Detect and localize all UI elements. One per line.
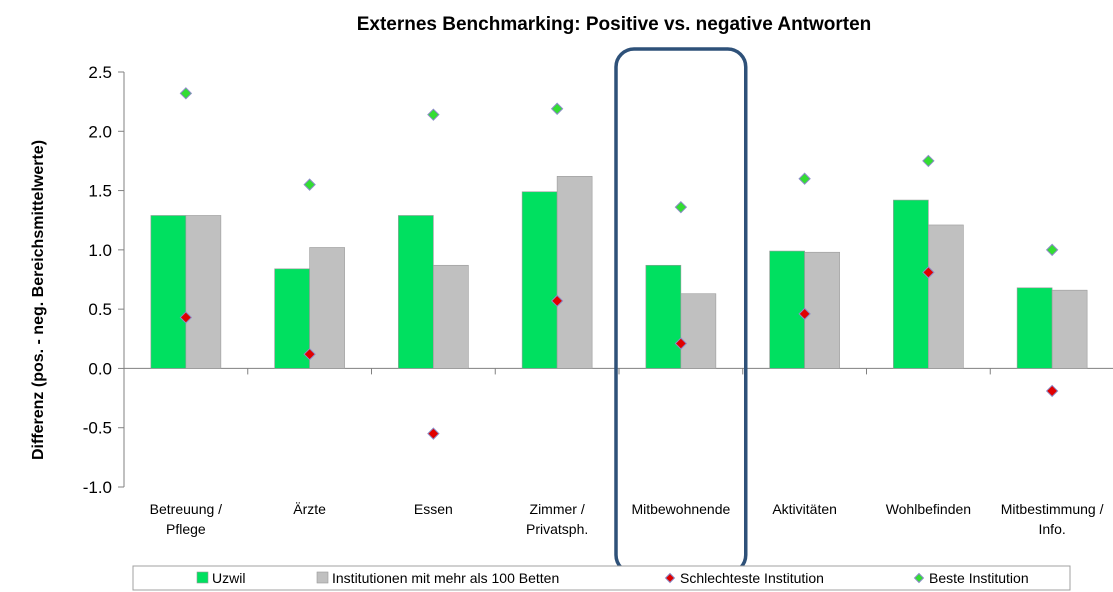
y-tick-label: 2.5 [88,63,112,82]
marker-point [427,108,440,121]
y-tick-label: 0.5 [88,300,112,319]
bar [893,199,929,369]
category-label: Betreuung / [150,501,222,517]
bar [769,250,805,369]
marker-point [179,87,193,100]
bar [1016,287,1053,369]
legend-swatch [664,572,676,584]
bar [928,224,964,369]
y-tick-label: 0.0 [88,359,112,378]
legend-label: Uzwil [212,570,245,586]
legend-swatch [196,571,209,584]
y-tick-label: 2.0 [88,122,112,141]
y-axis-label: Differenz (pos. - neg. Bereichsmittelwer… [30,140,47,460]
marker-point [179,311,193,324]
marker-point [1045,384,1059,398]
bar [398,215,434,369]
bar [645,264,682,369]
chart-title: Externes Benchmarking: Positive vs. nega… [357,14,872,35]
marker-point [674,337,688,350]
legend: Uzwil Institutionen mit mehr als 100 Bett… [132,565,1071,591]
marker-point [798,307,811,321]
y-tick-label: 1.0 [88,241,112,260]
category-label: Mitbewohnende [631,501,730,517]
category-label: Wohlbefinden [886,501,971,517]
bar [521,191,558,369]
marker-point [303,178,316,191]
legend-label: Schlechteste Institution [680,570,824,586]
category-label: Zimmer / [530,501,585,517]
marker-point [674,200,688,214]
y-tick-label: -1.0 [83,478,112,497]
bar [433,264,469,369]
bar [804,251,840,369]
category-label: Privatsph. [526,521,588,537]
marker-point [798,172,811,185]
marker-point [922,154,935,168]
bar [680,293,717,369]
legend-label: Beste Institution [929,570,1029,586]
bar [556,176,593,369]
legend-label: Institutionen mit mehr als 100 Betten [332,570,559,586]
legend-swatch [913,572,925,584]
category-label: Mitbestimmung / [1001,501,1104,517]
legend-swatch [316,571,329,584]
marker-point [427,427,440,440]
marker-point [550,294,564,308]
category-label: Ärzte [293,501,326,517]
bar [309,247,345,369]
marker-point [922,266,935,279]
category-label: Pflege [166,521,206,537]
bar [274,268,310,369]
y-tick-label: -0.5 [83,419,112,438]
category-label: Aktivitäten [772,501,837,517]
marker-point [303,347,316,361]
category-label: Essen [414,501,453,517]
marker-point [550,102,564,115]
bar [185,215,222,369]
bar [1051,289,1088,369]
plot-area: 2.5 2.0 1.5 1.0 0.5 0.0 -0.5 -1.0 Betreuung / Pfl… [83,47,1113,575]
marker-point [1045,243,1059,257]
bar [150,215,187,369]
y-tick-label: 1.5 [88,182,112,201]
category-label: Info. [1039,521,1066,537]
